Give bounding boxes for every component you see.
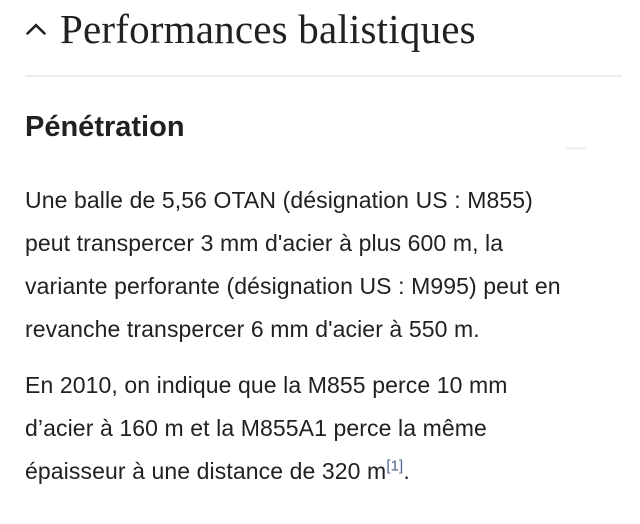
section-title: Performances balistiques (60, 6, 476, 52)
section-divider (25, 75, 622, 77)
article-page: Performances balistiques Pénétration Une… (0, 4, 640, 524)
subsection-title: Pénétration (25, 111, 185, 143)
chevron-up-icon[interactable] (25, 22, 47, 36)
sentence-period: . (403, 458, 410, 484)
paragraph-text: En 2010, on indique que la M855 perce 10… (25, 372, 508, 484)
reference-link[interactable]: [1] (386, 457, 404, 475)
faint-edit-mark (565, 147, 586, 150)
section-header-row[interactable]: Performances balistiques (25, 4, 622, 54)
reference-superscript: [1] (386, 457, 403, 474)
paragraph-text: Une balle de 5,56 OTAN (désignation US :… (25, 187, 561, 342)
subsection-row: Pénétration (25, 109, 622, 150)
paragraph-penetration-1: Une balle de 5,56 OTAN (désignation US :… (25, 179, 622, 351)
paragraph-penetration-2: En 2010, on indique que la M855 perce 10… (25, 364, 622, 493)
